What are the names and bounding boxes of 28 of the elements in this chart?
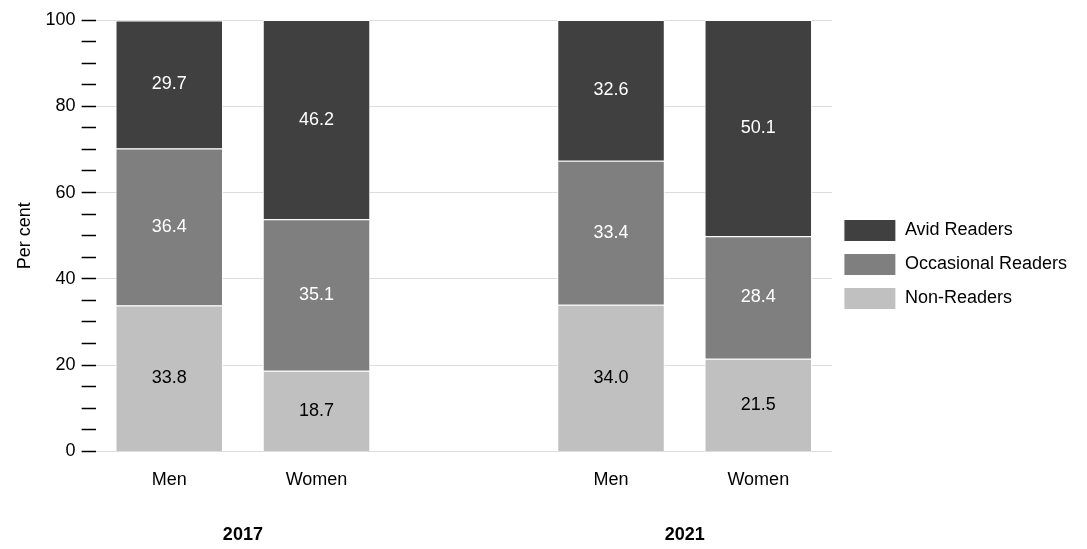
data-label: 36.4 (151, 216, 187, 237)
data-label: 50.1 (740, 117, 776, 138)
data-label: 46.2 (299, 108, 335, 129)
data-label: 35.1 (299, 283, 335, 304)
data-label: 34.0 (593, 366, 629, 387)
x-tick-label: Women (727, 469, 790, 490)
y-tick-label: 60 (55, 181, 76, 202)
data-label: 29.7 (151, 73, 187, 94)
x-tick-label: Men (151, 469, 187, 490)
data-label: 21.5 (740, 393, 776, 414)
y-tick-label: 0 (65, 440, 76, 461)
legend-label: Non-Readers (904, 287, 1012, 308)
legend-label: Avid Readers (904, 219, 1013, 240)
y-tick-label: 80 (55, 95, 76, 116)
data-label: 33.4 (593, 221, 629, 242)
data-label: 32.6 (593, 79, 629, 100)
x-tick-label: Women (285, 469, 348, 490)
y-tick-label: 100 (45, 8, 76, 29)
y-tick-label: 40 (55, 267, 76, 288)
data-label: 33.8 (151, 367, 187, 388)
data-label: 18.7 (299, 399, 335, 420)
text: 2021 (664, 523, 705, 544)
text: 2017 (222, 523, 263, 544)
data-label: 28.4 (740, 286, 776, 307)
legend-label: Occasional Readers (904, 253, 1068, 274)
y-axis-title: Per cent (13, 202, 34, 270)
x-tick-label: Men (593, 469, 629, 490)
y-tick-label: 20 (55, 354, 76, 375)
